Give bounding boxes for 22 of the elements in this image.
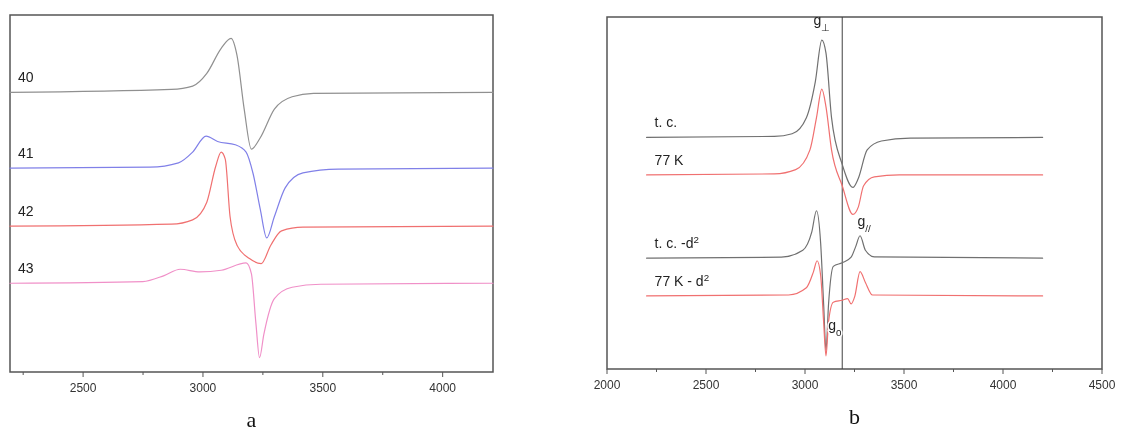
series-label: t. c. [654, 114, 678, 131]
x-tick-label: 3000 [791, 378, 819, 392]
series-label: 43 [18, 260, 34, 277]
annotation: g$_{0}$ [828, 317, 843, 338]
x-tick-label: 4000 [429, 381, 457, 395]
x-tick-label: 4500 [1088, 378, 1116, 392]
series-label: 77 K - d$^{2}$ [654, 271, 710, 289]
x-tick-label: 2500 [692, 378, 720, 392]
x-axis-title: a [246, 407, 257, 432]
series-label: 41 [18, 145, 34, 162]
series-label: 40 [18, 69, 34, 86]
x-tick-label: 2000 [593, 378, 621, 392]
annotation: g$_{//}$ [857, 212, 871, 234]
series-label: t. c. -d$^{2}$ [654, 233, 699, 252]
x-tick-label: 4000 [989, 378, 1017, 392]
series-label: 77 K [654, 151, 685, 168]
x-tick-label: 2500 [69, 381, 97, 395]
series-label: 42 [18, 203, 34, 220]
x-axis-title: b [849, 404, 860, 429]
x-tick-label: 3500 [890, 378, 918, 392]
x-tick-label: 3500 [309, 381, 337, 395]
x-tick-label: 3000 [189, 381, 217, 395]
